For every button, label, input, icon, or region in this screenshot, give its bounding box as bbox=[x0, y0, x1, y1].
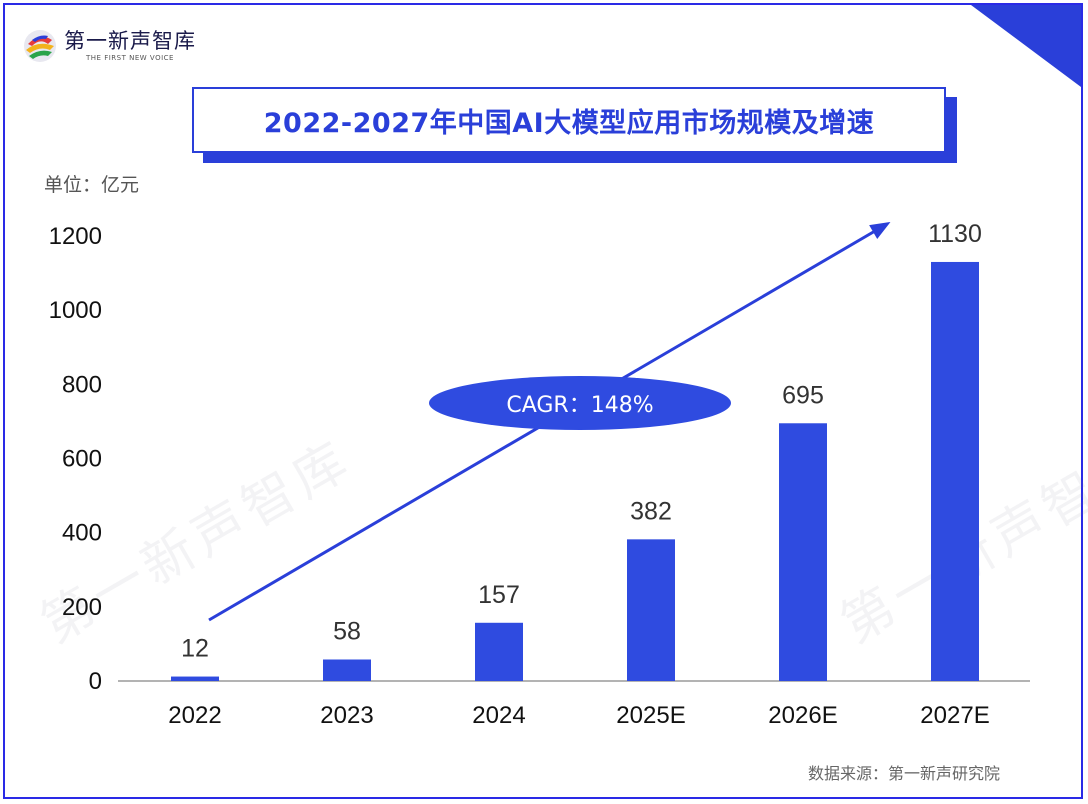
x-tick-label: 2022 bbox=[168, 702, 221, 729]
y-tick-label: 600 bbox=[62, 446, 102, 473]
y-tick-label: 200 bbox=[62, 594, 102, 621]
y-tick-label: 1000 bbox=[49, 297, 102, 324]
y-tick-label: 800 bbox=[62, 371, 102, 398]
brand-logo: 第一新声智库 THE FIRST NEW VOICE bbox=[22, 28, 196, 64]
trend-arrow-head bbox=[869, 221, 891, 239]
bar bbox=[475, 622, 523, 681]
x-tick-label: 2027E bbox=[920, 702, 989, 729]
bar bbox=[323, 659, 371, 681]
brand-name-en: THE FIRST NEW VOICE bbox=[86, 54, 174, 62]
source-note: 数据来源：第一新声研究院 bbox=[807, 764, 1000, 783]
x-tick-label: 2024 bbox=[472, 702, 525, 729]
data-label: 695 bbox=[782, 381, 824, 409]
x-tick-label: 2023 bbox=[320, 702, 373, 729]
bar bbox=[779, 423, 827, 681]
data-label: 12 bbox=[181, 635, 209, 663]
brand-name: 第一新声智库 bbox=[64, 29, 196, 53]
corner-decoration bbox=[971, 5, 1081, 87]
data-label: 58 bbox=[333, 617, 361, 645]
cagr-label: CAGR：148% bbox=[506, 393, 653, 418]
cagr-badge bbox=[429, 376, 731, 430]
y-tick-label: 0 bbox=[89, 668, 102, 695]
data-label: 157 bbox=[478, 581, 520, 609]
y-tick-label: 400 bbox=[62, 520, 102, 547]
y-tick-label: 1200 bbox=[49, 223, 102, 250]
data-label: 1130 bbox=[928, 220, 982, 248]
logo-icon bbox=[24, 30, 56, 62]
chart-title: 2022-2027年中国AI大模型应用市场规模及增速 bbox=[263, 107, 875, 139]
data-label: 382 bbox=[630, 497, 672, 525]
x-tick-label: 2026E bbox=[768, 702, 837, 729]
bar bbox=[931, 261, 979, 681]
bar bbox=[627, 539, 675, 681]
x-tick-label: 2025E bbox=[616, 702, 685, 729]
bar bbox=[171, 676, 219, 681]
unit-label: 单位：亿元 bbox=[44, 174, 140, 196]
title-box: 2022-2027年中国AI大模型应用市场规模及增速 bbox=[192, 87, 946, 153]
